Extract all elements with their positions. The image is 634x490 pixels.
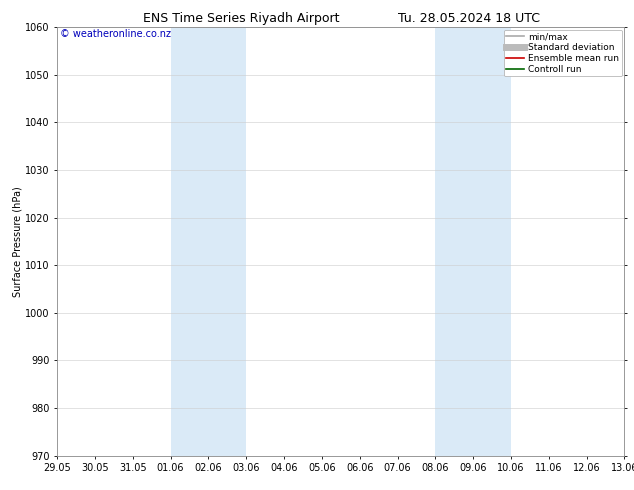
Text: ENS Time Series Riyadh Airport: ENS Time Series Riyadh Airport bbox=[143, 12, 339, 25]
Text: Tu. 28.05.2024 18 UTC: Tu. 28.05.2024 18 UTC bbox=[398, 12, 540, 25]
Text: © weatheronline.co.nz: © weatheronline.co.nz bbox=[60, 29, 171, 39]
Legend: min/max, Standard deviation, Ensemble mean run, Controll run: min/max, Standard deviation, Ensemble me… bbox=[503, 30, 622, 76]
Bar bbox=[171, 27, 246, 456]
Y-axis label: Surface Pressure (hPa): Surface Pressure (hPa) bbox=[12, 186, 22, 297]
Bar bbox=[436, 27, 511, 456]
